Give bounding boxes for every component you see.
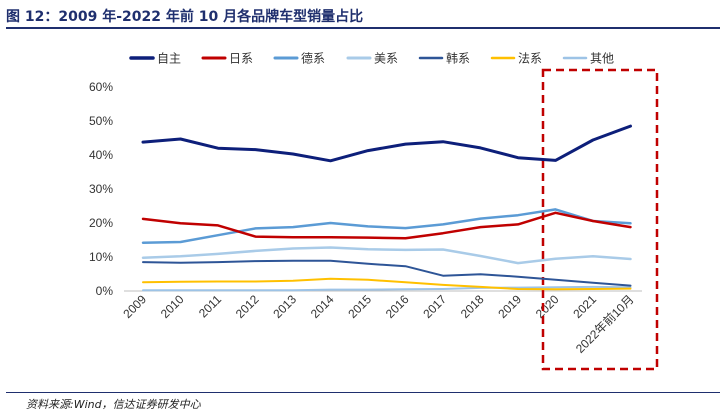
legend-label: 德系 — [301, 51, 325, 66]
legend-label: 自主 — [157, 52, 181, 66]
y-tick-label: 60% — [89, 80, 113, 94]
x-tick-label: 2009 — [120, 292, 149, 321]
x-tick-label: 2011 — [196, 292, 224, 320]
x-tick-label: 2015 — [345, 292, 374, 321]
y-tick-label: 10% — [89, 250, 113, 264]
x-tick-label: 2021 — [570, 292, 599, 321]
x-tick-label: 2012 — [233, 292, 262, 321]
chart-title: 图 12：2009 年-2022 年前 10 月各品牌车型销量占比 — [6, 9, 364, 25]
y-tick-label: 20% — [89, 216, 113, 230]
legend-label: 韩系 — [446, 51, 470, 66]
highlight-box — [541, 68, 659, 371]
y-tick-label: 50% — [89, 114, 113, 128]
series-line — [141, 208, 632, 244]
legend: 自主 日系 德系 美系 韩系 法系 其他 — [129, 51, 614, 66]
x-tick-label: 2018 — [458, 292, 487, 321]
legend-label: 其他 — [590, 52, 614, 66]
source-note: 资料来源:Wind，信达证券研发中心 — [26, 398, 201, 411]
x-tick-label: 2020 — [533, 292, 562, 321]
series-line — [141, 211, 632, 240]
axis-layer: 0% 10% 20% 30% 40% 50% 60% 2009 2010 2011 2012 2013… — [89, 80, 642, 356]
x-tick-label: 2014 — [308, 292, 337, 321]
title-rule — [6, 27, 720, 29]
x-tick-label: 2016 — [383, 292, 412, 321]
legend-label: 美系 — [374, 52, 398, 66]
series-layer — [141, 124, 632, 292]
legend-label: 法系 — [518, 52, 542, 66]
highlight-box-layer — [541, 68, 659, 371]
series-line — [142, 285, 632, 292]
series-line — [142, 259, 632, 287]
y-tick-label: 40% — [89, 148, 113, 162]
legend-label: 日系 — [229, 52, 253, 66]
y-tick-label: 30% — [89, 182, 113, 196]
series-line — [141, 124, 632, 163]
footer-rule — [6, 392, 720, 393]
x-tick-label: 2017 — [420, 292, 449, 321]
series-line — [141, 246, 632, 265]
series-line — [142, 277, 632, 291]
line-chart: 0% 10% 20% 30% 40% 50% 60% 2009 2010 2011 2012 2013… — [89, 51, 659, 371]
x-tick-label: 2013 — [270, 292, 299, 321]
y-tick-label: 0% — [96, 284, 114, 298]
x-tick-label: 2010 — [158, 292, 187, 321]
x-tick-label: 2019 — [495, 292, 524, 321]
